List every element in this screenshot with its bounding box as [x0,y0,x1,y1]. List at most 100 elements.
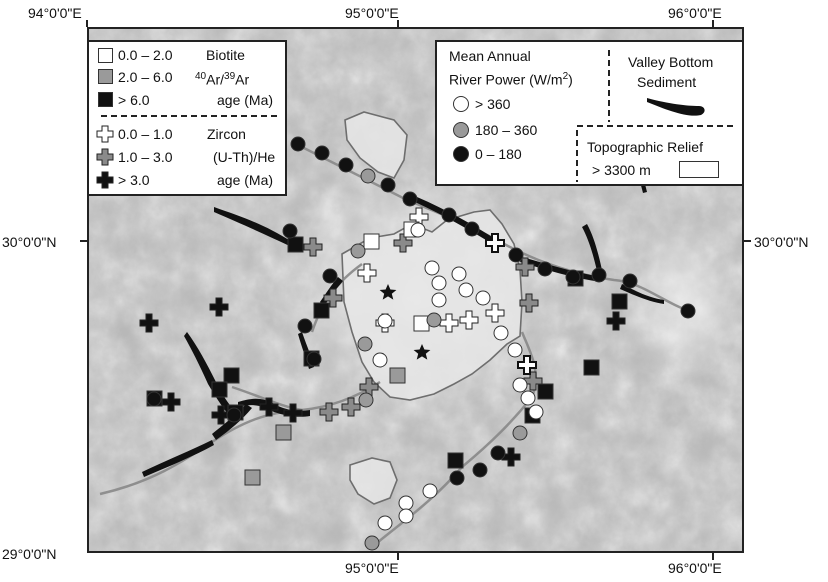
river-power-low [322,268,338,284]
river-power-low [464,221,480,237]
bottom-label-96e: 96°0'0"E [668,560,722,576]
relief-label-line2: > 3300 m [592,162,651,178]
river-power-low [282,223,298,239]
biotite-range-3: > 6.0 [118,92,150,108]
zircon-sample-young [517,355,537,375]
biotite-range-1: 0.0 – 2.0 [118,47,173,63]
river-power-points [146,136,696,551]
right-label-30n: 30°0'0"N [754,234,809,250]
river-power-low [314,145,330,161]
bottom-label-29n: 29°0'0"N [2,546,57,562]
zircon-sample-old [283,403,303,423]
river-power-low [680,303,696,319]
biotite-sample-old [447,452,464,469]
river-power-mid [357,336,373,352]
river-power-low [490,445,506,461]
river-power-class-3: 0 – 180 [475,146,522,162]
bottom-label-95e: 95°0'0"E [345,560,399,576]
legend-separators [576,50,737,182]
river-power-class-2: 180 – 360 [475,122,538,138]
river-power-high [372,352,388,368]
river-power-low [449,470,465,486]
relief-polygon-south [349,457,398,505]
biotite-old-swatch [98,92,113,107]
zircon-label-line2: (U-Th)/He [213,149,276,165]
river-power-high [431,275,447,291]
biotite-sample-young [363,233,380,250]
river-power-high [475,290,491,306]
river-power-low [591,267,607,283]
relief-swatch [679,161,719,178]
zircon-sample-mid [303,237,323,257]
zircon-sample-old [161,392,181,412]
zircon-sample-old [209,297,229,317]
river-power-high [398,508,414,524]
zircon-sample-mid [359,377,379,397]
biotite-sample-mid [244,469,261,486]
zircon-sample-young [357,263,377,283]
river-power-low [472,462,488,478]
zircon-sample-old [606,311,626,331]
biotite-sample-old [611,293,628,310]
peak-star-icon [379,284,397,300]
biotite-sample-mid [389,367,406,384]
zircon-mid-cross-icon [96,148,114,166]
river-power-high [512,377,528,393]
river-power-low [290,136,306,152]
river-power-high-swatch [453,96,469,112]
biotite-young-swatch [98,48,113,63]
river-power-high [410,222,426,238]
river-power-high [377,313,393,329]
river-power-mid [360,168,376,184]
river-power-high [424,260,440,276]
relief-polygon-north [344,111,408,179]
river-power-high [377,515,393,531]
peak-star-icon [413,344,431,360]
zircon-sample-mid [319,402,339,422]
river-power-low [146,391,162,407]
zircon-range-1: 0.0 – 1.0 [118,126,173,142]
river-power-low [622,273,638,289]
top-label-96e: 96°0'0"E [668,5,722,21]
zircon-sample-young [439,313,459,333]
zircon-sample-young [485,233,505,253]
river-power-high [431,292,447,308]
river-power-low [226,407,242,423]
relief-label-line1: Topographic Relief [587,139,703,155]
biotite-label-line1: Biotite [206,47,245,63]
biotite-sample-old [583,359,600,376]
river-power-low [402,191,418,207]
left-label-30n: 30°0'0"N [2,234,57,250]
age-legend: 0.0 – 2.0 2.0 – 6.0 > 6.0 Biotite 40Ar/3… [87,40,287,196]
valley-sediment-label-line2: Sediment [637,74,697,90]
river-legend: Mean Annual River Power (W/m2) > 360 180… [435,40,744,186]
river-power-low [306,351,322,367]
biotite-sample-old [537,383,554,400]
zircon-sample-old [501,447,521,467]
top-label-95e: 95°0'0"E [345,5,399,21]
relief-polygon-main [341,209,523,401]
biotite-sample-mid [275,424,292,441]
peak-markers [379,284,431,360]
zircon-sample-mid [341,397,361,417]
zircon-range-3: > 3.0 [118,172,150,188]
river-power-high [528,404,544,420]
zircon-sample-mid [519,293,539,313]
zircon-label-line3: age (Ma) [217,172,274,188]
zircon-young-cross-icon [96,125,114,143]
river-power-low [508,247,524,263]
river-power-high [422,483,438,499]
river-power-class-1: > 360 [475,96,511,112]
river-power-low-swatch [453,146,469,162]
river-power-low [380,177,396,193]
river-power-mid [358,392,374,408]
zircon-sample-mid [323,288,343,308]
biotite-sample-old [223,367,240,384]
valley-sediment-label-line1: Valley Bottom [628,54,714,70]
zircon-old-cross-icon [96,171,114,189]
river-power-title-line1: Mean Annual [449,48,531,64]
river-power-high [520,390,536,406]
biotite-label-line2: 40Ar/39Ar [195,71,250,88]
biotite-sample-old [211,381,228,398]
river-power-low [441,207,457,223]
